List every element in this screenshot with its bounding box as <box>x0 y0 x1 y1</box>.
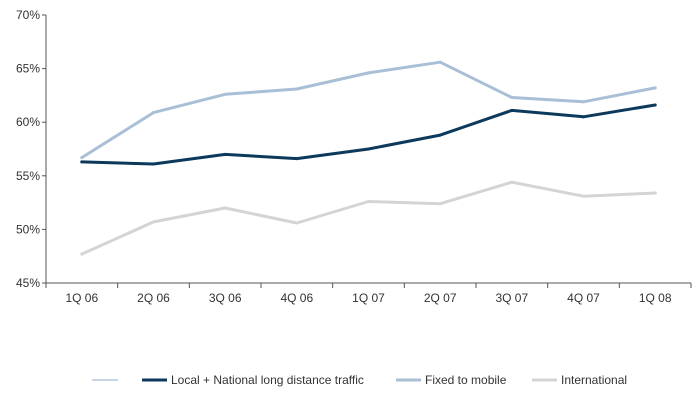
data-point <box>367 71 370 75</box>
legend-label-2: International <box>561 373 627 387</box>
data-point <box>510 180 514 184</box>
y-tick-label: 60% <box>16 115 40 129</box>
y-tick-label: 55% <box>16 169 40 183</box>
data-point <box>223 152 227 156</box>
y-tick-label: 70% <box>16 8 40 22</box>
series-line-0 <box>80 103 657 166</box>
data-point <box>367 200 370 204</box>
data-point <box>510 96 514 100</box>
data-point <box>80 252 84 256</box>
x-tick-label: 2Q 07 <box>424 291 457 305</box>
legend-label-1: Fixed to mobile <box>425 373 507 387</box>
y-tick-label: 45% <box>16 276 40 290</box>
series-line-1 <box>80 60 657 160</box>
x-tick-label: 3Q 06 <box>209 291 242 305</box>
data-point <box>653 86 657 90</box>
x-tick-label: 1Q 06 <box>65 291 98 305</box>
x-tick-label: 1Q 08 <box>639 291 672 305</box>
data-point <box>152 111 155 115</box>
legend-label-0: Local + National long distance traffic <box>171 373 364 387</box>
data-point <box>653 191 657 195</box>
data-point <box>653 103 657 107</box>
data-point <box>295 221 299 225</box>
data-point <box>438 202 442 206</box>
data-point <box>223 92 227 96</box>
data-point <box>510 108 514 112</box>
y-axis: 45% 50% 55% 60% 65% 70% <box>16 8 47 290</box>
x-tick-label: 4Q 07 <box>567 291 600 305</box>
data-point <box>223 206 227 210</box>
data-point <box>80 156 84 160</box>
data-point <box>152 162 155 166</box>
data-point <box>438 133 442 137</box>
data-point <box>367 147 370 151</box>
y-tick-label: 65% <box>16 62 40 76</box>
data-point <box>582 115 585 119</box>
y-tick-label: 50% <box>16 222 40 236</box>
data-point <box>295 87 299 91</box>
series-lines <box>80 60 657 256</box>
legend: Local + National long distance traffic Fi… <box>92 373 627 387</box>
data-point <box>582 100 585 104</box>
x-axis: 1Q 06 2Q 06 3Q 06 4Q 06 1Q 07 2Q 07 3Q 07 4Q 07… <box>45 282 692 305</box>
x-tick-label: 4Q 06 <box>280 291 313 305</box>
data-point <box>582 194 585 198</box>
x-tick-label: 2Q 06 <box>137 291 170 305</box>
data-point <box>80 160 84 164</box>
data-point <box>295 157 299 161</box>
x-tick-label: 1Q 07 <box>352 291 385 305</box>
data-point <box>438 60 442 64</box>
series-line-2 <box>80 180 657 256</box>
data-point <box>152 220 155 224</box>
x-tick-label: 3Q 07 <box>495 291 528 305</box>
